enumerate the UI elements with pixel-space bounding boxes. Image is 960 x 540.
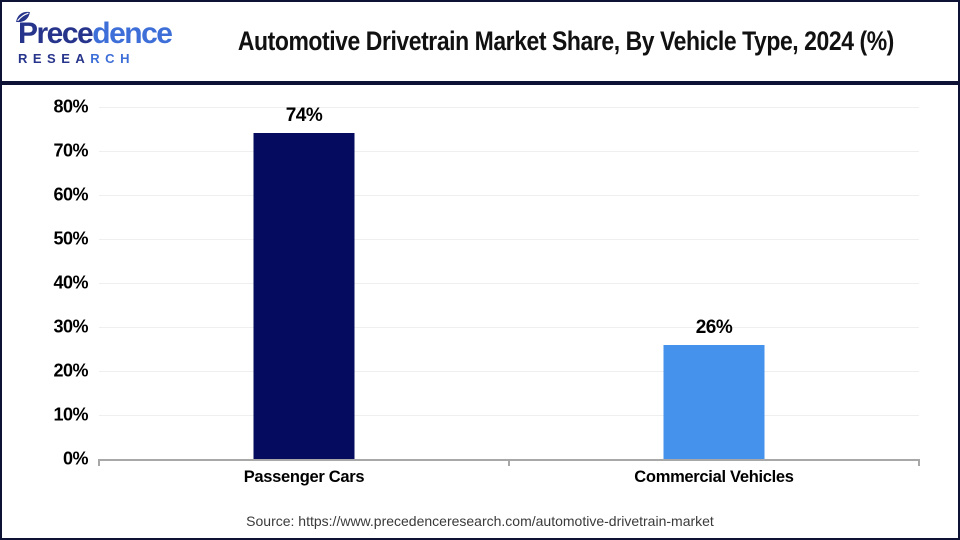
- gridline: [99, 415, 919, 416]
- category-label-passenger-cars: Passenger Cars: [243, 468, 365, 486]
- value-label-passenger-cars: 74%: [285, 105, 323, 126]
- gridline: [99, 239, 919, 240]
- y-axis-tick-label: 70%: [53, 140, 88, 161]
- y-axis-tick-label: 10%: [53, 404, 88, 425]
- y-axis-tick-label: 50%: [53, 228, 88, 249]
- x-axis-labels: Passenger Cars Commercial Vehicles: [99, 468, 919, 487]
- value-label-commercial-vehicles: 26%: [695, 317, 733, 338]
- y-axis-tick-label: 30%: [53, 316, 88, 337]
- y-axis-tick-label: 60%: [53, 184, 88, 205]
- x-axis-tick: [98, 459, 100, 466]
- gridline: [99, 371, 919, 372]
- logo-subtitle-part1: RESEA: [18, 50, 91, 66]
- source-text: Source: https://www.precedenceresearch.c…: [246, 513, 714, 529]
- plot-area: 74% 26%: [98, 105, 920, 466]
- logo-subtitle: RESEARCH: [18, 52, 174, 65]
- logo-name-part2: dence: [92, 16, 173, 50]
- y-axis-tick-label: 80%: [53, 96, 88, 117]
- gridline: [99, 107, 919, 108]
- bar-slot-passenger-cars: 74%: [99, 105, 509, 459]
- title-wrap: Automotive Drivetrain Market Share, By V…: [174, 26, 958, 57]
- gridline: [99, 327, 919, 328]
- bar-slot-commercial-vehicles: 26%: [509, 107, 919, 459]
- leaf-icon: [16, 11, 30, 22]
- bar-commercial-vehicles: [663, 345, 765, 459]
- y-axis-tick-label: 20%: [53, 360, 88, 381]
- logo-subtitle-part2: RCH: [90, 50, 135, 66]
- header-divider: [2, 81, 958, 85]
- bar-passenger-cars: [253, 133, 355, 459]
- x-axis-tick: [918, 459, 920, 466]
- gridline: [99, 195, 919, 196]
- logo-name-part1: Prece: [18, 16, 94, 50]
- header: Precedence RESEARCH Automotive Drivetrai…: [2, 2, 958, 81]
- precedence-research-logo: Precedence RESEARCH: [2, 11, 174, 65]
- category-label-commercial-vehicles: Commercial Vehicles: [634, 468, 794, 486]
- logo-name: Precedence: [16, 11, 174, 50]
- gridline: [99, 283, 919, 284]
- y-axis-tick-label: 0%: [62, 448, 89, 469]
- chart-title: Automotive Drivetrain Market Share, By V…: [237, 26, 895, 56]
- y-axis-labels: 80% 70% 60% 50% 40% 30% 20% 10% 0%: [24, 97, 88, 469]
- x-axis-tick: [508, 459, 510, 466]
- y-axis-tick-label: 40%: [53, 272, 88, 293]
- gridline: [99, 151, 919, 152]
